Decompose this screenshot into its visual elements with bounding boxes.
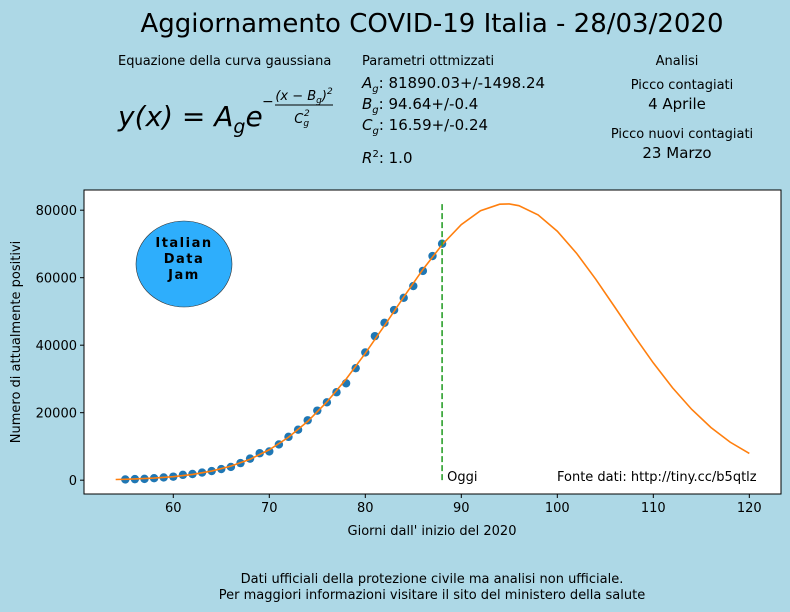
parameter: Ag: 81890.03+/-1498.24: [361, 74, 545, 95]
x-tick-label: 60: [165, 501, 182, 516]
analysis-label: Picco nuovi contagiati: [611, 127, 753, 142]
eq-denominator: Cg2: [294, 109, 310, 129]
equation-lhs: y(x) = Age: [117, 100, 263, 138]
r2-part: 2: [372, 149, 378, 160]
eq-part: 2: [304, 109, 310, 119]
parameter: Bg: 94.64+/-0.4: [362, 95, 478, 116]
r2-part: : 1.0: [379, 149, 413, 167]
footer-line: Per maggiori informazioni visitare il si…: [219, 588, 645, 603]
logo: [135, 220, 233, 308]
param-sub: g: [372, 84, 378, 95]
x-tick-label: 100: [545, 501, 570, 516]
eq-part: 2: [327, 87, 333, 97]
data-point: [380, 318, 389, 327]
param-text: : 94.64+/-0.4: [379, 95, 479, 113]
eq-part: (x − B: [275, 89, 316, 104]
analysis-value: 4 Aprile: [648, 95, 706, 113]
data-point: [370, 331, 380, 341]
params-title: Parametri ottmizzati: [362, 54, 494, 69]
x-tick-label: 80: [357, 501, 374, 516]
eq-part: e: [245, 100, 262, 133]
param-sub: g: [372, 126, 378, 137]
equation-title: Equazione della curva gaussiana: [118, 54, 331, 69]
x-tick-label: 110: [641, 501, 666, 516]
x-tick-label: 70: [261, 501, 278, 516]
param-text: : 16.59+/-0.24: [379, 116, 488, 134]
analysis-value: 23 Marzo: [642, 144, 711, 162]
y-tick-label: 40000: [36, 339, 77, 354]
eq-part: C: [294, 112, 304, 127]
y-tick-label: 80000: [36, 204, 77, 219]
param-sub: g: [372, 105, 378, 116]
r2: R2: 1.0: [362, 149, 413, 167]
analysis-title: Analisi: [656, 54, 699, 69]
x-tick-label: 120: [737, 501, 762, 516]
data-point: [409, 281, 418, 291]
footer-line: Dati ufficiali della protezione civile m…: [241, 572, 624, 587]
eq-numerator: (x − Bg)2: [275, 87, 333, 106]
analysis-label: Picco contagiati: [631, 78, 734, 93]
parameter: Cg: 16.59+/-0.24: [362, 116, 488, 137]
x-axis-label: Giorni dall' inizio del 2020: [348, 524, 517, 539]
eq-sign: −: [262, 94, 274, 110]
param-symbol: B: [362, 95, 372, 113]
param-text: : 81890.03+/-1498.24: [379, 74, 545, 92]
logo-text: Jam: [167, 268, 200, 283]
eq-part: ): [321, 89, 327, 104]
eq-part: g: [316, 96, 322, 106]
source: Fonte dati: http://tiny.cc/b5qtlz: [557, 470, 757, 485]
y-axis-label: Numero di attualmente positivi: [9, 241, 24, 443]
logo-text: Italian: [155, 236, 212, 251]
y-tick-label: 60000: [36, 272, 77, 287]
eq-part: g: [303, 119, 309, 129]
data-point: [332, 388, 341, 397]
logo-text: Data: [164, 252, 205, 267]
r2-part: R: [362, 149, 372, 167]
today-label: Oggi: [447, 470, 477, 485]
param-symbol: C: [362, 116, 373, 134]
y-tick-label: 0: [69, 474, 77, 489]
y-tick-label: 20000: [36, 407, 77, 422]
x-tick-label: 90: [453, 501, 470, 516]
param-symbol: A: [361, 74, 372, 92]
eq-part: y(x) = A: [117, 100, 233, 133]
title: Aggiornamento COVID-19 Italia - 28/03/20…: [140, 9, 723, 39]
data-point: [265, 447, 274, 456]
eq-part: g: [233, 116, 245, 138]
